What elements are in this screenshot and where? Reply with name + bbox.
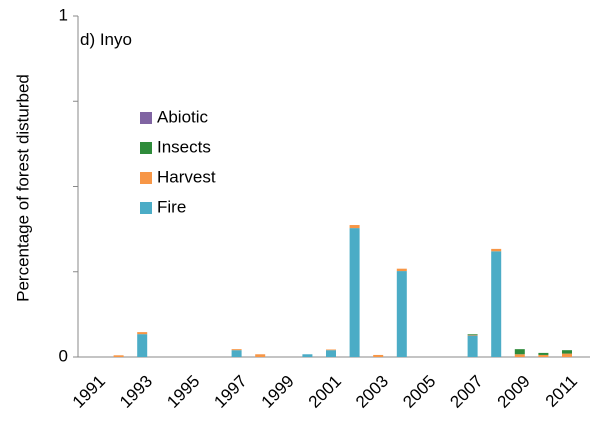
bar-segment: [113, 355, 124, 357]
bar-segment: [491, 251, 502, 357]
legend-label: Fire: [157, 197, 186, 216]
x-tick-label: 2005: [399, 372, 439, 412]
bar-segment: [349, 225, 360, 229]
bar-segment: [514, 354, 525, 357]
bar-segment: [514, 349, 525, 355]
x-tick-label: 2001: [305, 372, 345, 412]
bar-segment: [538, 352, 549, 355]
x-tick-label: 2011: [542, 372, 581, 411]
legend-label: Harvest: [157, 167, 216, 186]
bar-segment: [396, 271, 407, 357]
bar-segment: [373, 354, 384, 357]
bar-segment: [538, 354, 549, 357]
legend-swatch: [140, 142, 152, 154]
bar-segment: [231, 350, 242, 357]
bar-segment: [326, 350, 336, 357]
x-tick-label: 2007: [446, 372, 486, 412]
y-axis-title: Percentage of forest disturbed: [13, 74, 32, 302]
bar-segment: [467, 334, 478, 335]
legend-swatch: [140, 172, 152, 184]
x-tick-label: 2009: [494, 372, 534, 412]
y-tick-label: 1: [59, 5, 68, 24]
legend-label: Insects: [157, 137, 211, 156]
bar-segment: [326, 349, 336, 351]
legend-swatch: [140, 112, 152, 124]
bar-segment: [467, 334, 478, 336]
legend-label: Abiotic: [157, 107, 209, 126]
bar-segment: [255, 354, 266, 357]
bar-segment: [231, 349, 242, 351]
panel-label: d) Inyo: [80, 30, 132, 49]
legend-swatch: [140, 202, 152, 214]
bar-segment: [137, 332, 148, 335]
x-tick-label: 1997: [210, 372, 250, 412]
bar-segment: [562, 353, 572, 357]
bar-segment: [396, 268, 407, 272]
bar-segment: [302, 354, 313, 357]
bar-segment: [349, 228, 360, 357]
bar-segment: [562, 350, 572, 354]
x-tick-label: 1993: [116, 372, 156, 412]
bar-segment: [137, 334, 148, 357]
x-tick-label: 1999: [258, 372, 298, 412]
bar-segment: [467, 335, 478, 357]
x-tick-label: 1991: [69, 372, 109, 412]
x-tick-label: 2003: [352, 372, 392, 412]
bar-segment: [491, 248, 502, 252]
x-tick-label: 1995: [163, 372, 203, 412]
y-tick-label: 0: [59, 346, 68, 365]
